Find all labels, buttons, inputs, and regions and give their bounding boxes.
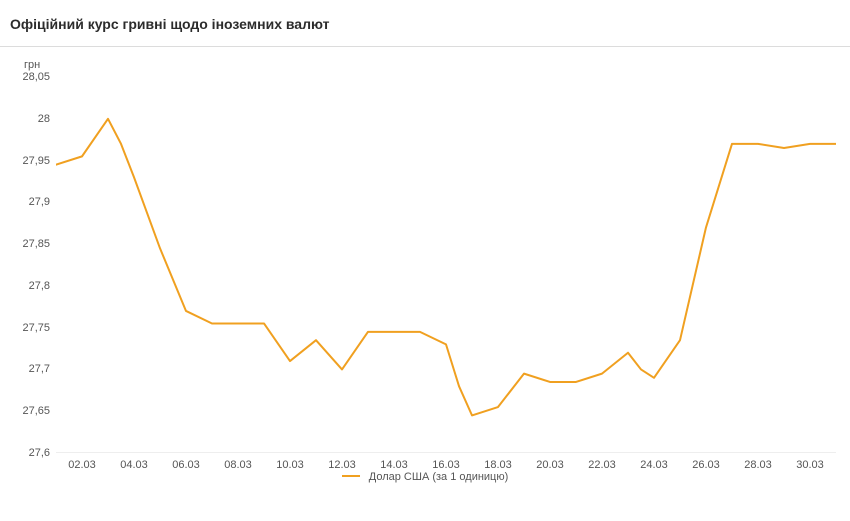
x-tick-label: 18.03 <box>484 459 512 471</box>
legend-label: Долар США (за 1 одиницю) <box>369 471 509 483</box>
legend-swatch <box>342 475 360 477</box>
y-tick-label: 27,8 <box>12 280 50 292</box>
y-tick-label: 27,7 <box>12 363 50 375</box>
y-tick-label: 27,75 <box>12 322 50 334</box>
x-tick-label: 14.03 <box>380 459 408 471</box>
x-tick-label: 22.03 <box>588 459 616 471</box>
chart-area: грн 27,6 27,65 27,7 27,75 27,8 27,85 27,9 27,95… <box>0 47 850 487</box>
x-tick-label: 12.03 <box>328 459 356 471</box>
x-tick-label: 04.03 <box>120 459 148 471</box>
x-tick-label: 30.03 <box>796 459 824 471</box>
legend: Долар США (за 1 одиницю) <box>0 471 850 483</box>
x-tick-label: 26.03 <box>692 459 720 471</box>
y-tick-label: 28,05 <box>12 71 50 83</box>
x-tick-label: 28.03 <box>744 459 772 471</box>
x-tick-label: 08.03 <box>224 459 252 471</box>
line-chart-plot <box>56 77 836 453</box>
y-tick-label: 27,65 <box>12 405 50 417</box>
y-tick-label: 27,6 <box>12 447 50 459</box>
chart-container: Офіційний курс гривні щодо іноземних вал… <box>0 0 850 521</box>
x-tick-label: 24.03 <box>640 459 668 471</box>
y-axis-title: грн <box>24 59 40 71</box>
y-tick-label: 27,9 <box>12 196 50 208</box>
series-line-usd <box>56 119 836 416</box>
y-tick-label: 27,95 <box>12 155 50 167</box>
x-tick-label: 06.03 <box>172 459 200 471</box>
chart-title: Офіційний курс гривні щодо іноземних вал… <box>0 0 850 46</box>
y-tick-label: 27,85 <box>12 238 50 250</box>
x-tick-label: 10.03 <box>276 459 304 471</box>
x-tick-label: 20.03 <box>536 459 564 471</box>
x-tick-label: 02.03 <box>68 459 96 471</box>
y-tick-label: 28 <box>12 113 50 125</box>
x-tick-label: 16.03 <box>432 459 460 471</box>
